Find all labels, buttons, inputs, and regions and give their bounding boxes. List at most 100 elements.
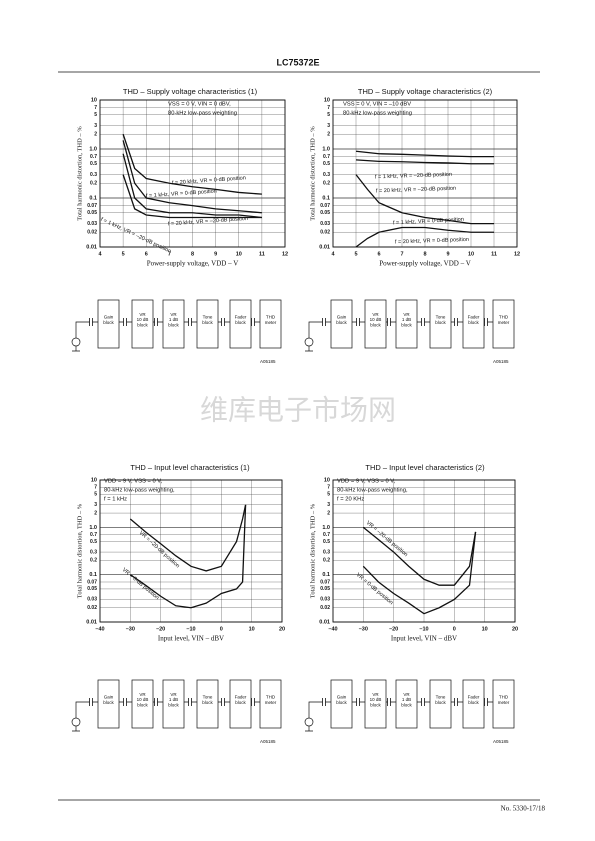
series-label: f = 20 kHz, VR = 0-dB position: [172, 175, 246, 186]
y-tick-label: 0.2: [323, 558, 330, 564]
capacitor-gap: [421, 698, 425, 706]
block: [462, 679, 485, 729]
capacitor-gap: [89, 318, 93, 326]
block: [162, 299, 185, 349]
x-tick-label: 11: [491, 251, 497, 257]
capacitor: [454, 698, 458, 706]
capacitor-gap: [251, 318, 255, 326]
block-label: block: [336, 320, 347, 325]
plot-frame: [99, 99, 286, 248]
y-tick-label: 0.1: [89, 572, 97, 578]
y-tick-label: 0.1: [322, 195, 330, 201]
block-label: block: [137, 703, 148, 708]
series-label: f = 20 kHz, VR = –20-dB position: [168, 216, 248, 228]
y-tick-label: 0.05: [320, 586, 330, 592]
y-axis-label: Total harmonic distortion, THD – %: [309, 126, 316, 221]
series-line: [355, 226, 494, 248]
x-tick-label: 4: [98, 251, 102, 257]
chart-title: THD – Input level characteristics (1): [130, 463, 250, 472]
block-label: 10 dB: [137, 317, 149, 322]
x-tick-label: 10: [482, 626, 488, 632]
capacitor-gap: [89, 698, 93, 706]
block-label: block: [202, 700, 213, 705]
block-label: Tone: [203, 694, 213, 699]
capacitor-gap: [356, 698, 360, 706]
y-tick-label: 0.3: [90, 549, 97, 555]
x-tick-label: 0: [453, 626, 456, 632]
x-tick-label: 6: [377, 251, 380, 257]
y-tick-label: 1.0: [322, 146, 330, 152]
capacitor-gap: [454, 698, 458, 706]
block-label: Gain: [104, 694, 114, 699]
block-label: VR: [403, 692, 410, 697]
annotation: 80-kHz low-pass weighting,: [104, 488, 175, 494]
y-tick-label: 5: [327, 492, 330, 498]
annotation: VDD = 9 V, VSS = 0 V,: [337, 479, 396, 485]
capacitor-gap: [387, 698, 391, 706]
x-tick-label: –10: [419, 626, 428, 632]
plot-frame: [99, 479, 283, 623]
chart-title: THD – Input level characteristics (2): [365, 463, 485, 472]
block: [162, 679, 185, 729]
block: [97, 679, 120, 729]
capacitor-gap: [322, 318, 326, 326]
y-tick-label: 0.02: [87, 230, 97, 236]
series-line: [355, 159, 494, 165]
y-tick-label: 0.7: [323, 532, 330, 538]
y-tick-label: 0.7: [90, 532, 97, 538]
capacitor: [356, 318, 360, 326]
series-line: [129, 504, 247, 572]
y-tick-label: 0.7: [90, 154, 97, 160]
block-label: VR: [372, 692, 379, 697]
capacitor-gap: [154, 318, 158, 326]
block-label: THD: [499, 694, 509, 699]
block: [97, 299, 120, 349]
y-tick-label: 5: [94, 112, 97, 118]
block-label: Gain: [337, 314, 347, 319]
block: [492, 299, 515, 349]
x-tick-label: –20: [156, 626, 165, 632]
series-line: [129, 504, 247, 609]
annotation: VSS = 0 V, VIN = –10 dBV: [343, 102, 411, 108]
block-label: THD: [266, 694, 276, 699]
y-tick-label: 0.1: [89, 195, 97, 201]
watermark: 维库电子市场网: [200, 394, 396, 425]
block: [364, 299, 387, 349]
x-tick-label: 0: [220, 626, 223, 632]
block-label: VR: [139, 692, 146, 697]
diagram-code: A05185: [493, 359, 509, 364]
y-tick-label: 0.01: [86, 244, 97, 250]
block-label: Fader: [468, 314, 480, 319]
capacitor-gap: [484, 698, 488, 706]
block-label: Fader: [468, 694, 480, 699]
annotation: 80-kHz low-pass weighting: [168, 111, 237, 117]
annotation: VSS = 0 V, VIN = 0 dBV,: [168, 102, 231, 108]
block: [196, 299, 219, 349]
y-tick-label: 0.03: [320, 597, 330, 603]
block-label: 1 dB: [402, 697, 411, 702]
x-tick-label: 5: [354, 251, 357, 257]
capacitor: [251, 698, 255, 706]
y-tick-label: 0.3: [90, 172, 97, 178]
block-label: block: [168, 323, 179, 328]
y-tick-label: 0.07: [87, 579, 97, 585]
y-tick-label: 7: [94, 485, 97, 491]
block: [330, 299, 353, 349]
x-tick-label: 9: [214, 251, 217, 257]
x-tick-label: 5: [122, 251, 125, 257]
y-tick-label: 0.07: [320, 203, 330, 209]
block-label: Tone: [436, 694, 446, 699]
y-tick-label: 0.5: [323, 161, 330, 167]
x-axis-label: Power-supply voltage, VDD – V: [147, 260, 239, 268]
block-label: block: [401, 703, 412, 708]
x-tick-label: 10: [236, 251, 242, 257]
y-tick-label: 0.01: [86, 619, 97, 625]
block: [131, 299, 154, 349]
block-label: block: [435, 320, 446, 325]
capacitor: [484, 698, 488, 706]
block-label: block: [168, 703, 179, 708]
capacitor: [322, 318, 326, 326]
y-tick-label: 5: [327, 112, 330, 118]
ground: [305, 346, 313, 352]
capacitor: [154, 318, 158, 326]
